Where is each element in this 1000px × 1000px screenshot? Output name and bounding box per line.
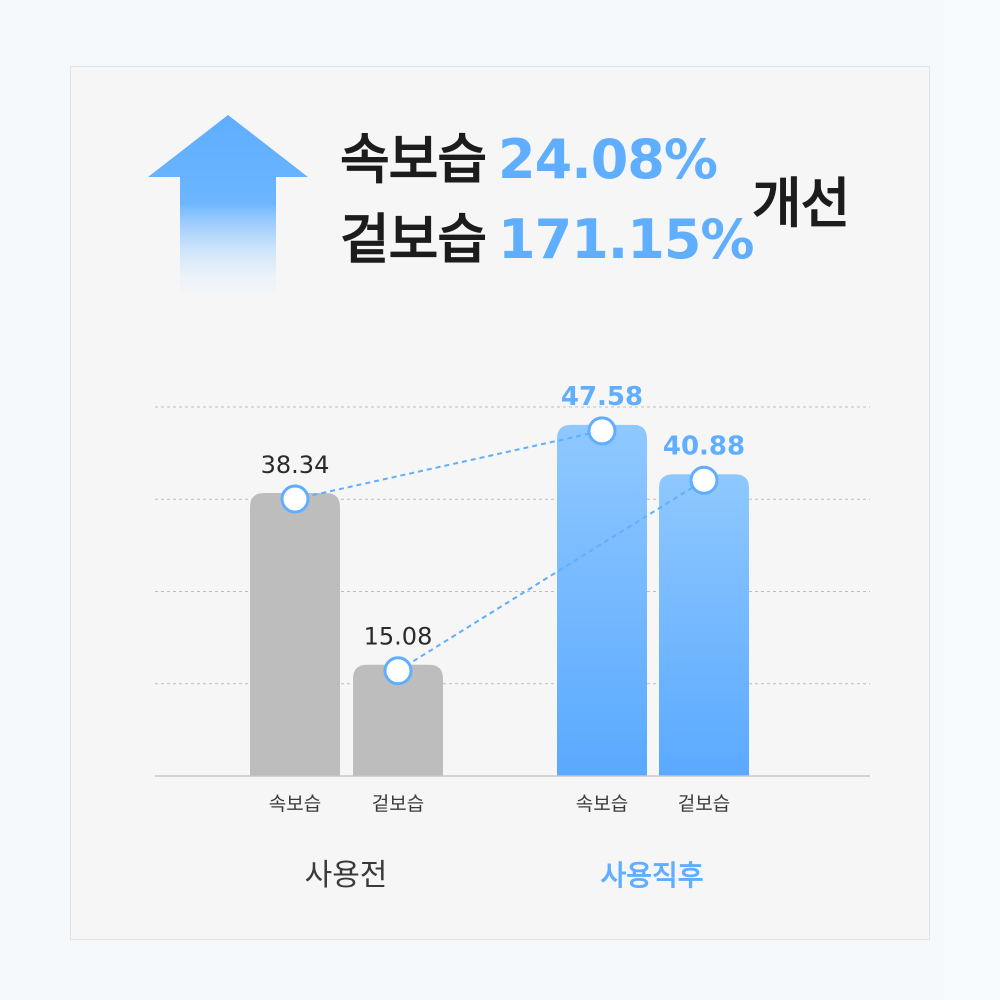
group-label: 사용직후 [600,859,703,892]
headline-value: 171.15% [498,208,754,271]
connector-line [397,479,705,672]
data-point [587,416,617,446]
category-label: 겉보습 [372,793,424,815]
group-label: 사용전 [305,858,388,893]
data-point [383,656,413,686]
bar [250,493,340,776]
data-point [280,484,310,514]
bar [659,474,749,776]
headline-label: 겉보습 [340,208,487,271]
category-label: 속보습 [576,793,628,815]
connector-line [294,429,603,501]
gridlines [155,406,870,685]
category-label: 겉보습 [678,793,730,815]
data-point [689,465,719,495]
bar [557,424,647,776]
headline-label: 속보습 [340,128,487,191]
up-arrow-icon [148,115,308,310]
data-label: 47.58 [561,382,643,412]
bar [353,664,443,776]
data-label: 15.08 [364,623,433,651]
headline-inner-moisture: 속보습 24.08% [340,124,718,196]
data-label: 40.88 [663,431,745,461]
headline-outer-moisture: 겉보습 171.15% [340,204,755,276]
data-label: 38.34 [261,451,330,479]
category-label: 속보습 [269,793,321,815]
headline-suffix: 개선 [752,172,850,235]
headline-value: 24.08% [498,128,718,191]
